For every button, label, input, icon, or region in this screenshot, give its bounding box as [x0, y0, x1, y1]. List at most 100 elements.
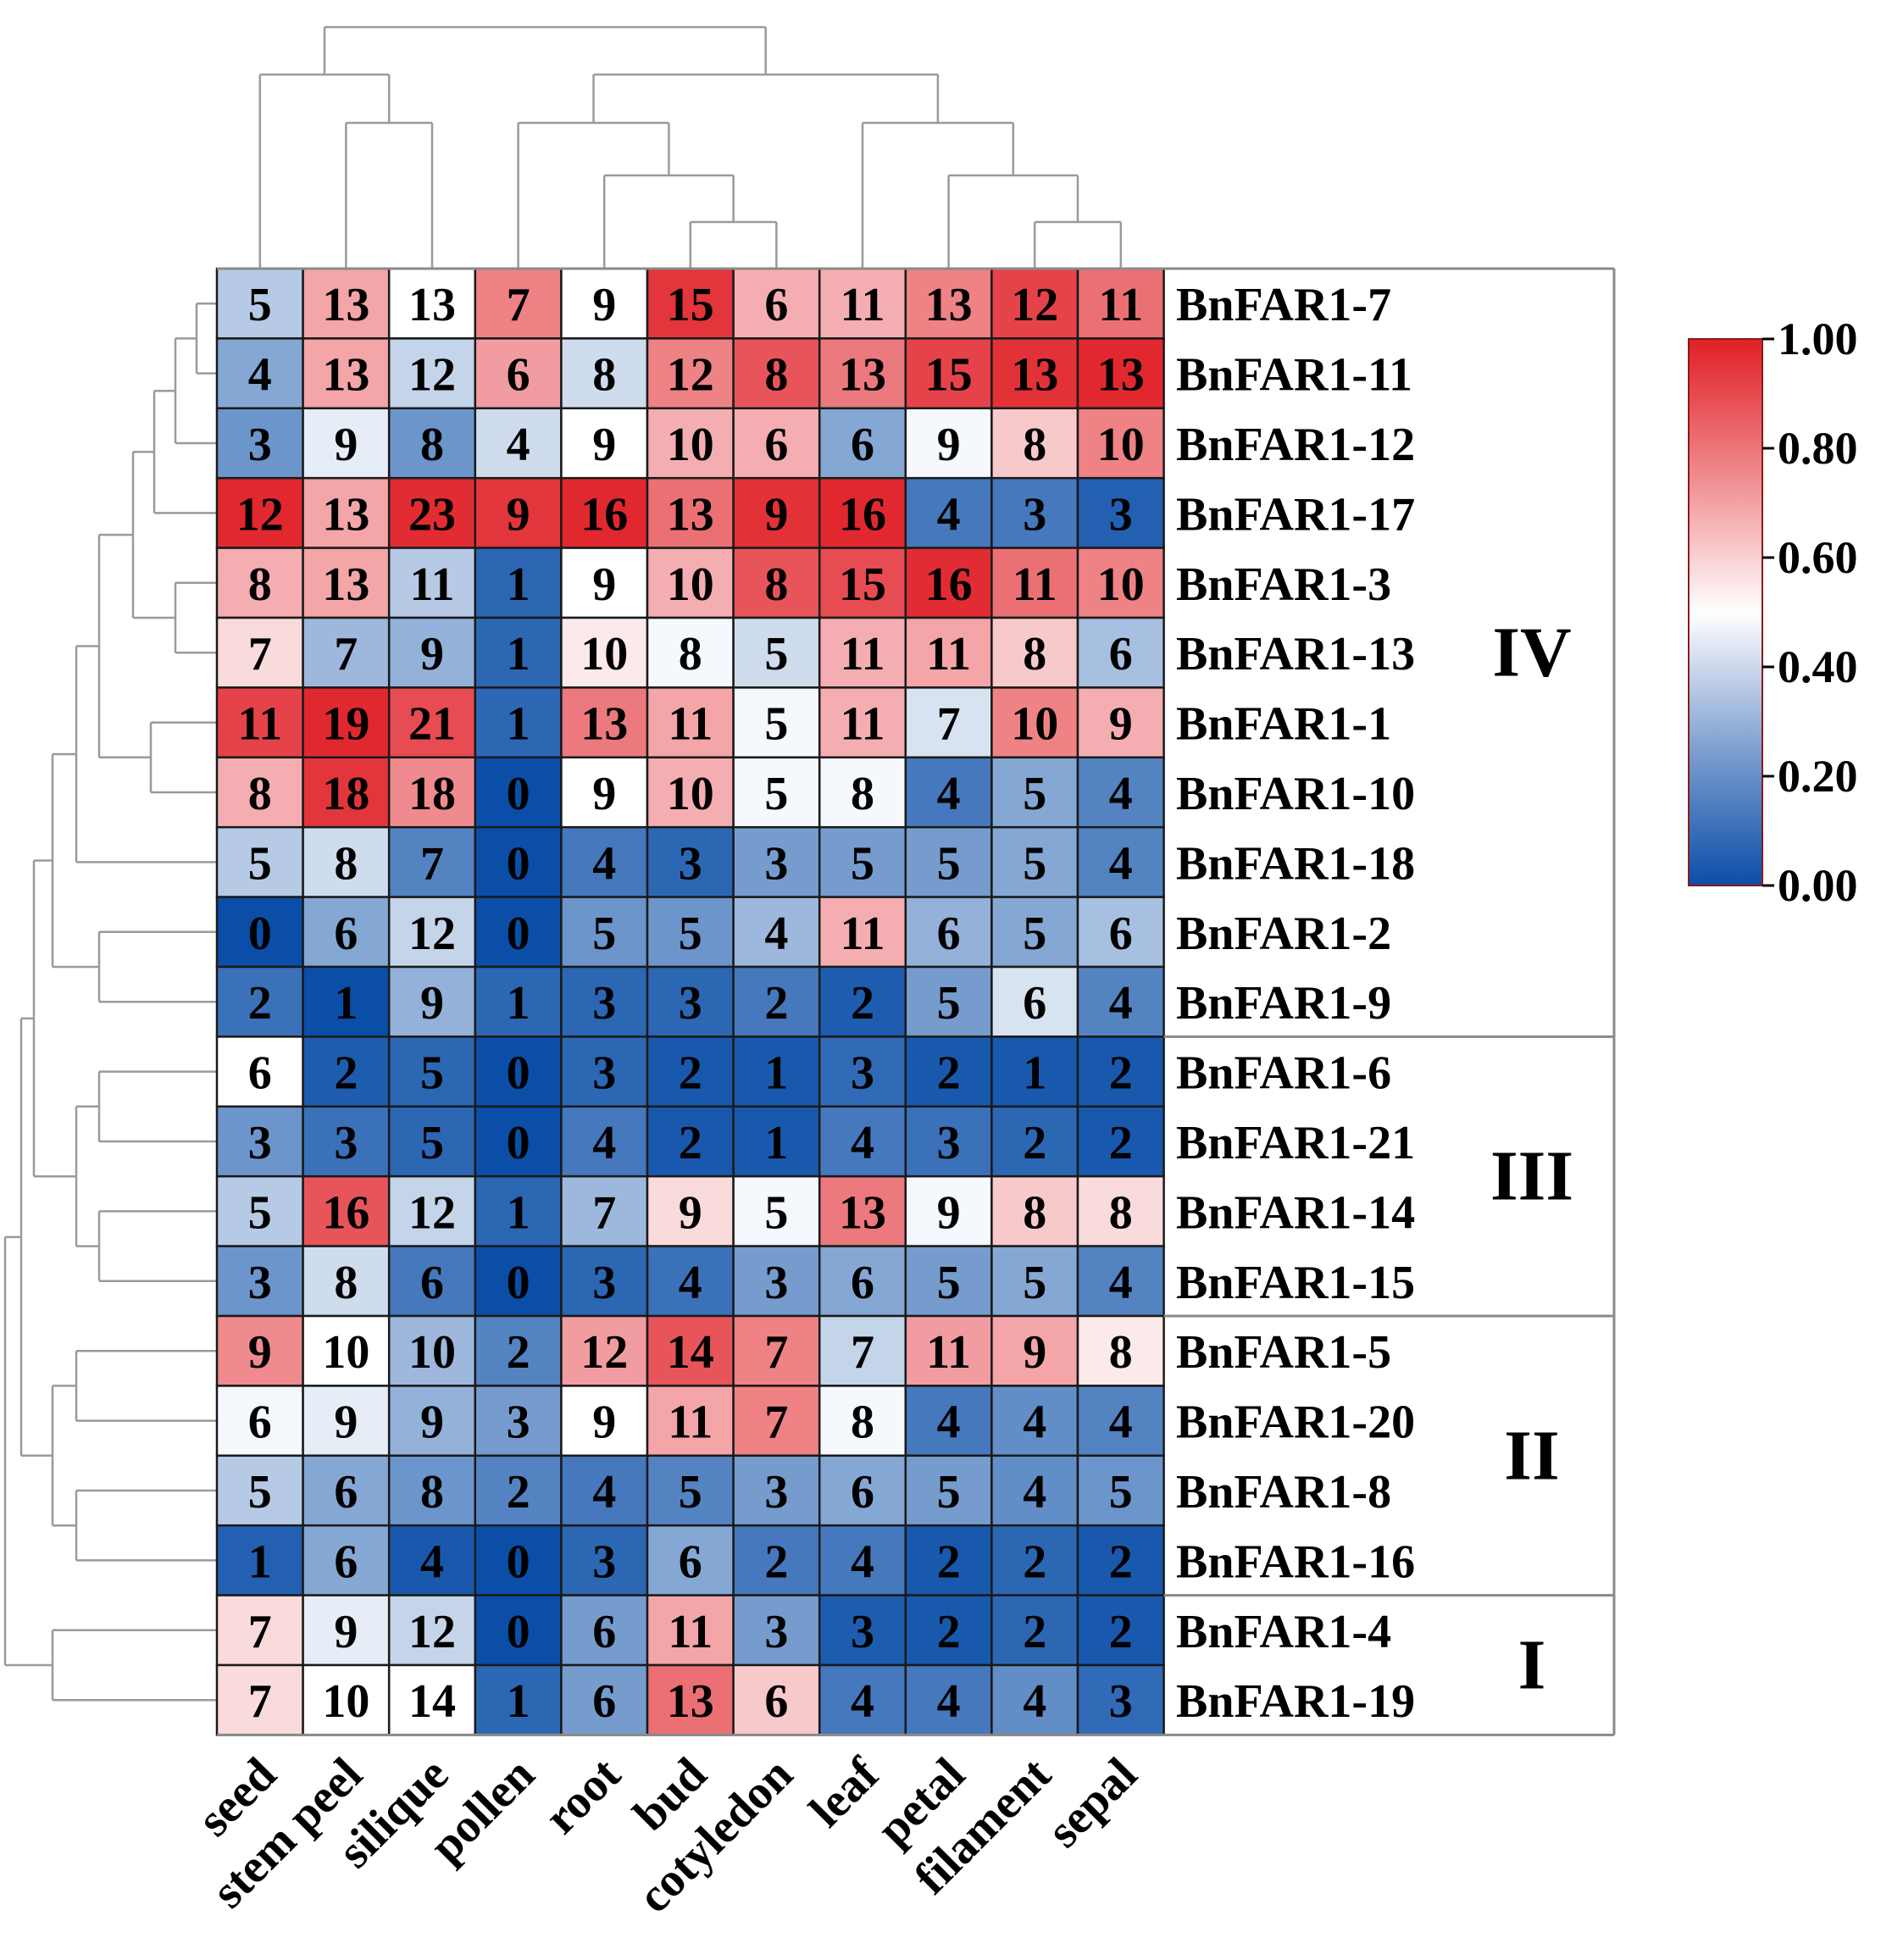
cell-value: 8 — [248, 768, 272, 820]
cell-value: 1 — [507, 977, 530, 1030]
cell-value: 2 — [1109, 1117, 1133, 1169]
cell-value: 7 — [937, 698, 961, 751]
cell-value: 9 — [334, 1606, 358, 1658]
cell-value: 6 — [507, 349, 530, 402]
heatmap-cell — [1076, 407, 1165, 480]
cell-value: 1 — [507, 1675, 530, 1728]
cell-value: 12 — [580, 1326, 628, 1379]
cell-value: 3 — [592, 1535, 616, 1588]
cell-value: 3 — [851, 1047, 874, 1100]
heatmap-cell — [990, 756, 1079, 829]
heatmap-cell — [1076, 1454, 1165, 1527]
colorbar-tick-label: 0.80 — [1778, 423, 1858, 474]
heatmap-cell — [990, 1524, 1079, 1596]
cell-value: 5 — [851, 837, 874, 890]
cell-value: 8 — [679, 628, 702, 680]
colorbar-tick-label: 1.00 — [1778, 314, 1858, 364]
heatmap-cell — [302, 1105, 391, 1178]
cell-value: 4 — [851, 1675, 874, 1728]
cell-value: 10 — [667, 768, 714, 820]
heatmap-cell — [646, 965, 735, 1038]
cell-value: 11 — [841, 279, 885, 331]
cell-value: 11 — [926, 628, 971, 680]
cell-value: 13 — [322, 349, 369, 402]
heatmap-cell — [1076, 1036, 1165, 1108]
heatmap-cell — [1076, 547, 1165, 619]
cell-value: 11 — [410, 558, 455, 611]
cell-value: 19 — [322, 698, 369, 751]
cell-value: 13 — [839, 349, 886, 402]
cell-value: 7 — [764, 1396, 788, 1449]
heatmap-cell — [904, 476, 993, 549]
heatmap-cell — [646, 337, 735, 410]
cell-value: 8 — [420, 1466, 444, 1519]
cell-value: 7 — [764, 1326, 788, 1379]
heatmap-cell — [818, 896, 907, 969]
cell-value: 0 — [507, 1117, 530, 1169]
heatmap-cell — [904, 616, 993, 689]
heatmap-cell — [904, 1454, 993, 1527]
cell-value: 4 — [679, 1257, 702, 1309]
heatmap-cell — [732, 1174, 821, 1247]
heatmap-cell — [474, 267, 563, 340]
cell-value: 6 — [592, 1606, 616, 1658]
heatmap-cell — [818, 267, 907, 340]
heatmap-cell — [818, 1594, 907, 1667]
cell-value: 5 — [248, 1466, 272, 1519]
colorbar-tick-label: 0.20 — [1778, 751, 1858, 802]
gene-label: BnFAR1-2 — [1176, 908, 1391, 960]
group-label-II: II — [1504, 1416, 1559, 1495]
heatmap-cell — [560, 1174, 649, 1247]
cell-value: 13 — [1011, 349, 1058, 402]
heatmap-cell — [904, 1594, 993, 1667]
heatmap-cell — [302, 1245, 391, 1318]
cell-value: 4 — [937, 488, 961, 541]
heatmap-cell — [646, 1245, 735, 1318]
group-label-I: I — [1518, 1626, 1546, 1705]
heatmap-cell — [560, 1594, 649, 1667]
cell-value: 0 — [507, 1606, 530, 1658]
cell-value: 5 — [937, 977, 961, 1030]
cell-value: 16 — [580, 488, 628, 541]
cell-value: 6 — [248, 1047, 272, 1100]
cell-value: 21 — [408, 698, 456, 751]
gene-label: BnFAR1-5 — [1176, 1326, 1391, 1379]
cell-value: 5 — [420, 1047, 444, 1100]
cell-value: 0 — [507, 908, 530, 960]
cell-value: 6 — [334, 1535, 358, 1588]
heatmap-cell — [1076, 686, 1165, 759]
heatmap-cell — [732, 1385, 821, 1458]
heatmap-cell — [1076, 337, 1165, 410]
cell-value: 12 — [1011, 279, 1058, 331]
cell-value: 6 — [937, 908, 961, 960]
heatmap-cell — [560, 1454, 649, 1527]
cell-value: 5 — [592, 908, 616, 960]
cell-value: 8 — [1109, 1186, 1133, 1239]
cell-value: 0 — [507, 1535, 530, 1588]
cell-value: 8 — [1109, 1326, 1133, 1379]
heatmap-cell — [732, 825, 821, 898]
cell-value: 23 — [408, 488, 456, 541]
cell-value: 7 — [851, 1326, 874, 1379]
cell-value: 9 — [248, 1326, 272, 1379]
cell-value: 2 — [1023, 1535, 1046, 1588]
heatmap-cell — [990, 476, 1079, 549]
heatmap-cell — [302, 616, 391, 689]
gene-labels: BnFAR1-7 BnFAR1-11 BnFAR1-12 BnFAR1-17 BnFAR… — [1176, 279, 1415, 1728]
heatmap-cell — [818, 407, 907, 480]
cell-value: 6 — [764, 279, 788, 331]
cell-value: 1 — [764, 1117, 788, 1169]
gene-label: BnFAR1-21 — [1176, 1117, 1415, 1169]
cell-value: 2 — [507, 1326, 530, 1379]
cell-value: 9 — [420, 977, 444, 1030]
cell-value: 0 — [507, 1257, 530, 1309]
cell-value: 7 — [592, 1186, 616, 1239]
heatmap-cell — [474, 1105, 563, 1178]
tissue-label: sepal — [1037, 1748, 1147, 1858]
cell-value: 5 — [248, 279, 272, 331]
heatmap-cell — [387, 965, 477, 1038]
cell-value: 15 — [925, 349, 973, 402]
cell-value: 6 — [851, 1257, 874, 1309]
heatmap-cell — [302, 1314, 391, 1387]
heatmap-cell — [646, 1105, 735, 1178]
